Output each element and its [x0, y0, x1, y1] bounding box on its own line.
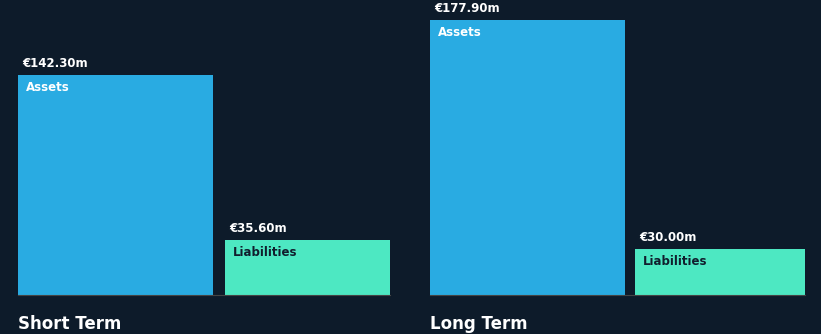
Text: €142.30m: €142.30m: [22, 57, 88, 70]
Bar: [635, 248, 805, 295]
Text: €35.60m: €35.60m: [229, 222, 287, 235]
Text: €30.00m: €30.00m: [639, 230, 696, 243]
Text: Assets: Assets: [26, 81, 70, 94]
Text: Assets: Assets: [438, 26, 482, 39]
Text: Short Term: Short Term: [18, 315, 122, 333]
Bar: [225, 240, 390, 295]
Text: Liabilities: Liabilities: [643, 255, 708, 268]
Bar: [430, 20, 625, 295]
Text: Liabilities: Liabilities: [233, 246, 297, 259]
Text: Long Term: Long Term: [430, 315, 528, 333]
Bar: [18, 75, 213, 295]
Text: €177.90m: €177.90m: [434, 2, 500, 15]
